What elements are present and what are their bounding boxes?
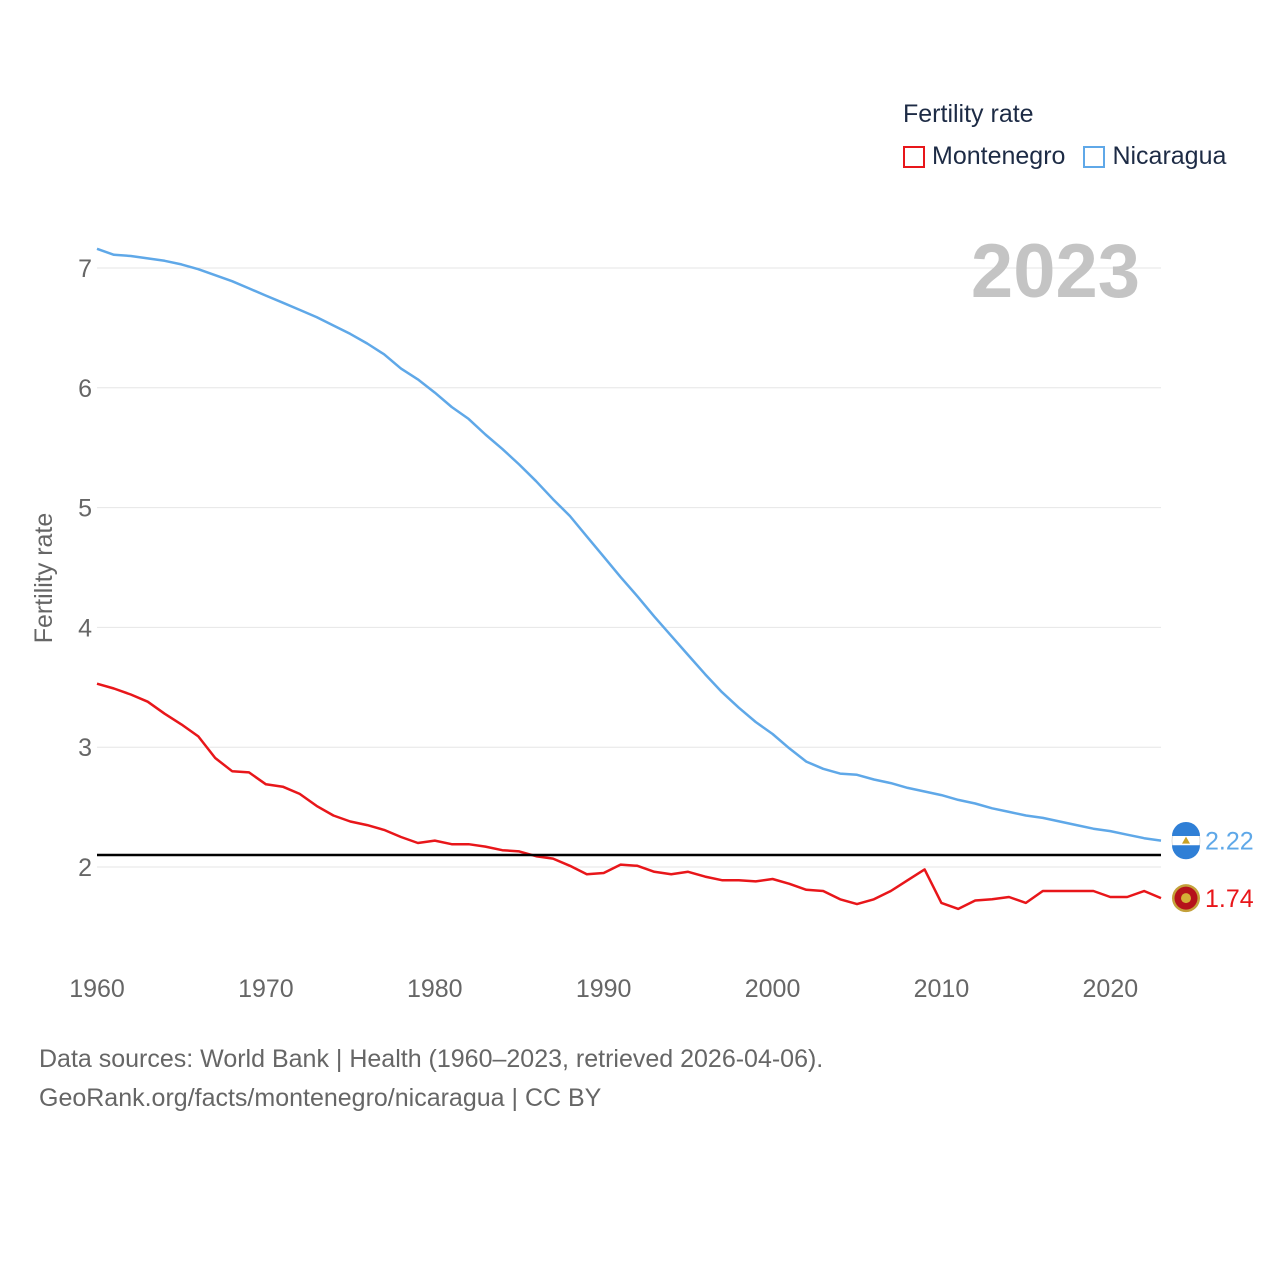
- flag-icon-montenegro: [1172, 884, 1200, 913]
- footer-source: Data sources: World Bank | Health (1960–…: [39, 1045, 824, 1073]
- footer-link[interactable]: GeoRank.org/facts/montenegro/nicaragua |…: [39, 1084, 602, 1112]
- legend: Montenegro Nicaragua: [903, 142, 1244, 171]
- y-tick-label-3: 3: [78, 734, 92, 762]
- y-tick-label-7: 7: [78, 255, 92, 283]
- end-value-label-nicaragua: 2.22: [1205, 828, 1254, 856]
- y-tick-label-4: 4: [78, 614, 92, 642]
- series-line-montenegro: [96, 682, 1162, 911]
- legend-title: Fertility rate: [903, 100, 1034, 128]
- legend-label-montenegro: Montenegro: [932, 142, 1066, 170]
- end-markers: 1.74 2.22: [1171, 821, 1254, 913]
- y-tick-label-2: 2: [78, 854, 92, 882]
- x-tick-label-1980: 1980: [407, 975, 463, 1003]
- legend-item-montenegro[interactable]: Montenegro: [903, 142, 1065, 171]
- y-axis-label: Fertility rate: [30, 513, 58, 644]
- legend-swatch-nicaragua: [1083, 145, 1106, 168]
- y-axis-ticks: 2 3 4 5 6 7: [78, 255, 92, 882]
- legend-label-nicaragua: Nicaragua: [1112, 142, 1227, 170]
- flag-icon-nicaragua: [1171, 821, 1201, 860]
- x-tick-label-1990: 1990: [576, 975, 632, 1003]
- series-line-nicaragua: [96, 247, 1162, 842]
- y-tick-label-6: 6: [78, 375, 92, 403]
- x-tick-label-2020: 2020: [1083, 975, 1139, 1003]
- series-lines: [96, 247, 1162, 911]
- end-value-label-montenegro: 1.74: [1205, 885, 1254, 913]
- y-tick-label-5: 5: [78, 495, 92, 523]
- legend-item-nicaragua[interactable]: Nicaragua: [1083, 142, 1226, 171]
- legend-swatch-montenegro: [903, 145, 925, 168]
- x-tick-label-2010: 2010: [914, 975, 970, 1003]
- x-tick-label-2000: 2000: [745, 975, 801, 1003]
- x-tick-label-1960: 1960: [69, 975, 125, 1003]
- x-axis-ticks: 1960 1970 1980 1990 2000 2010 2020: [69, 975, 1138, 1003]
- grid-lines: [97, 267, 1161, 868]
- year-label: 2023: [970, 229, 1140, 314]
- x-tick-label-1970: 1970: [238, 975, 294, 1003]
